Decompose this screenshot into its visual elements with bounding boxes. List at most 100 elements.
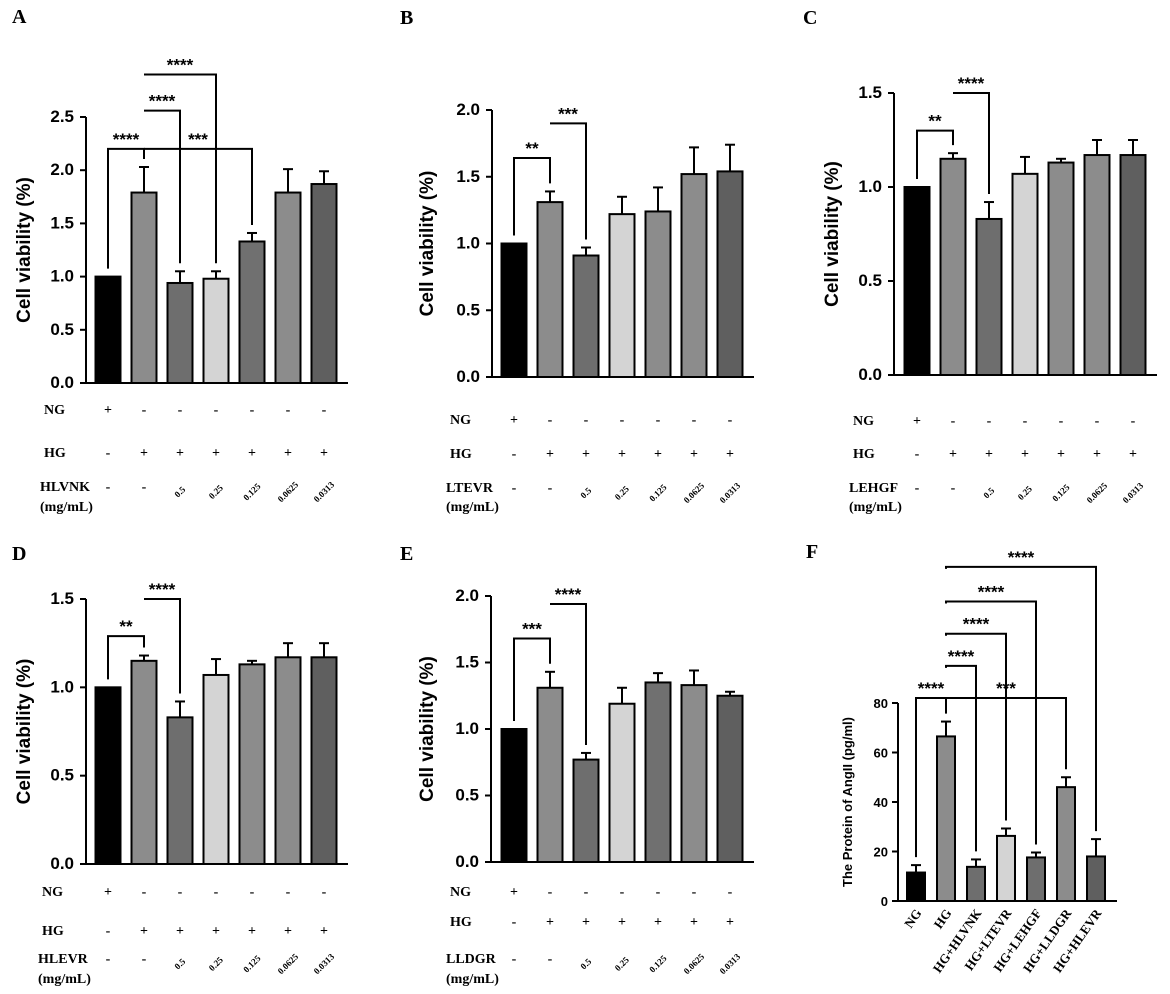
treatment-label: HLEVR — [38, 952, 89, 967]
significance-bracket — [107, 635, 145, 680]
condition-mark: - — [214, 885, 219, 900]
bar — [274, 191, 302, 384]
condition-mark: + — [176, 924, 184, 939]
concentration-label: - — [106, 480, 111, 495]
bar — [166, 716, 194, 865]
y-tick-label: 1.5 — [50, 213, 74, 232]
concentration-label: 0.25 — [613, 954, 632, 973]
condition-mark: + — [985, 447, 993, 462]
significance-label: *** — [522, 620, 542, 639]
y-tick-label: 1.5 — [50, 589, 74, 608]
condition-mark: + — [248, 446, 256, 461]
concentration-label: 0.0313 — [718, 951, 743, 976]
y-tick-label: 1.0 — [50, 267, 74, 286]
condition-mark: + — [320, 924, 328, 939]
condition-mark: - — [1059, 414, 1064, 429]
y-tick-label: 1.5 — [455, 653, 479, 672]
condition-mark: - — [728, 885, 733, 900]
significance-label: **** — [149, 580, 176, 599]
y-tick-label: 0.5 — [858, 271, 882, 290]
concentration-label: 0.0625 — [682, 480, 707, 505]
concentration-label: 0.0313 — [312, 479, 337, 504]
significance-bracket — [550, 602, 587, 745]
condition-mark: - — [656, 885, 661, 900]
bar — [536, 686, 564, 864]
condition-mark: + — [1093, 447, 1101, 462]
y-tick-label: 0.5 — [50, 320, 74, 339]
bar — [1119, 154, 1147, 376]
y-axis-label: The Protein of AngII (pg/ml) — [840, 717, 855, 887]
bar — [238, 240, 266, 384]
bar — [572, 758, 600, 864]
concentration-label: - — [142, 480, 147, 495]
significance-label: **** — [113, 130, 140, 149]
condition-mark: - — [1023, 414, 1028, 429]
bar — [939, 157, 967, 376]
condition-mark: + — [618, 915, 626, 930]
y-tick-label: 2.5 — [50, 107, 74, 126]
x-category-label: HG — [931, 906, 955, 931]
condition-mark: + — [546, 447, 554, 462]
condition-mark: + — [320, 446, 328, 461]
significance-label: ** — [928, 112, 942, 131]
concentration-label: 0.125 — [241, 481, 263, 503]
concentration-label: 0.25 — [207, 482, 226, 501]
significance-bracket — [513, 637, 551, 721]
y-tick-label: 20 — [874, 845, 888, 860]
condition-mark: - — [214, 403, 219, 418]
panel-letter: F — [806, 541, 818, 563]
condition-mark: - — [1095, 414, 1100, 429]
concentration-label: 0.125 — [647, 953, 669, 975]
y-tick-label: 0.0 — [50, 373, 74, 392]
panel-letter: A — [12, 6, 27, 28]
significance-label: **** — [555, 585, 582, 604]
concentration-label: 0.0313 — [718, 480, 743, 505]
concentration-label: - — [915, 481, 920, 496]
condition-mark: + — [1129, 447, 1137, 462]
significance-bracket — [144, 147, 253, 225]
unit-label: (mg/mL) — [849, 500, 902, 515]
concentration-label: 0.0313 — [1121, 480, 1146, 505]
condition-mark: + — [949, 447, 957, 462]
y-tick-label: 1.0 — [456, 234, 480, 253]
bar — [644, 681, 672, 864]
significance-label: **** — [948, 647, 975, 666]
x-category-label: NG — [901, 906, 924, 931]
treatment-label: HLVNK — [40, 480, 90, 495]
condition-mark: - — [584, 413, 589, 428]
significance-label: **** — [918, 679, 945, 698]
condition-row-label: NG — [853, 414, 874, 429]
concentration-label: 0.125 — [241, 953, 263, 975]
condition-mark: + — [104, 885, 112, 900]
bar — [1056, 786, 1076, 903]
bar — [903, 186, 931, 376]
condition-mark: + — [248, 924, 256, 939]
y-tick-label: 0.0 — [50, 854, 74, 873]
y-tick-label: 1.0 — [50, 677, 74, 696]
panel-letter: C — [803, 7, 817, 29]
y-axis-label: Cell viability (%) — [14, 659, 35, 805]
significance-bracket — [945, 600, 1037, 845]
concentration-label: 0.0625 — [1085, 480, 1110, 505]
y-tick-label: 0.0 — [858, 365, 882, 384]
concentration-label: 0.0625 — [276, 479, 301, 504]
significance-bracket — [916, 129, 954, 179]
concentration-label: 0.5 — [578, 485, 593, 500]
bar — [274, 656, 302, 865]
treatment-label: LEHGF — [849, 481, 898, 496]
condition-mark: + — [212, 446, 220, 461]
condition-mark: + — [582, 915, 590, 930]
bar — [680, 173, 708, 378]
significance-bracket — [144, 598, 181, 694]
bar — [238, 663, 266, 865]
bar — [936, 735, 956, 902]
concentration-label: - — [951, 481, 956, 496]
condition-mark: - — [178, 403, 183, 418]
concentration-label: - — [142, 952, 147, 967]
significance-bracket — [953, 92, 990, 195]
condition-mark: + — [140, 924, 148, 939]
condition-mark: - — [915, 447, 920, 462]
